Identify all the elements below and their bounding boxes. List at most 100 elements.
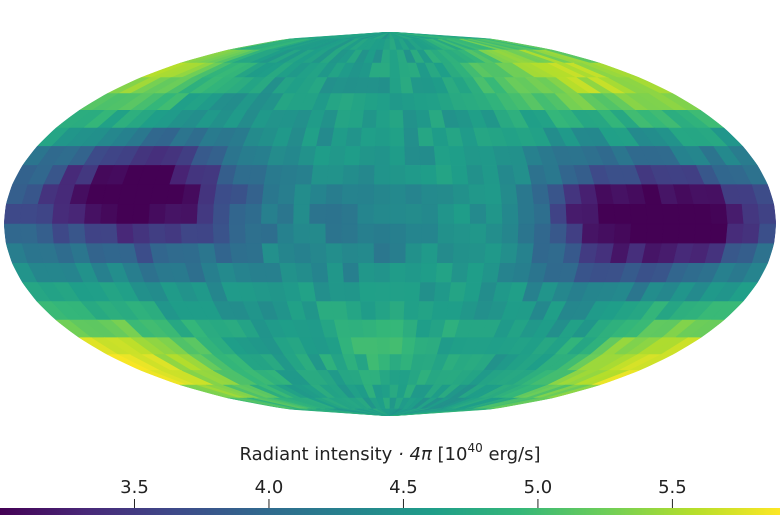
heatmap-cell — [51, 223, 71, 244]
heatmap-cell — [419, 146, 437, 166]
heatmap-cell — [405, 204, 423, 225]
heatmap-cell — [453, 204, 471, 225]
heatmap-cell — [468, 243, 487, 264]
heatmap-cell — [330, 127, 349, 147]
heatmap-cell — [629, 223, 648, 244]
heatmap-cell — [389, 93, 404, 111]
heatmap-cell — [549, 204, 568, 225]
heatmap-cell — [757, 223, 776, 244]
heatmap-cell — [197, 184, 218, 205]
heatmap-cell — [389, 337, 404, 355]
heatmap-cell — [469, 204, 487, 225]
heatmap-cell — [293, 184, 312, 205]
heatmap-cell — [373, 204, 391, 225]
heatmap-cell — [342, 165, 360, 185]
heatmap-cell — [228, 204, 247, 225]
heatmap-cell — [531, 243, 551, 264]
heatmap-cell — [597, 204, 616, 225]
colorbar-label-math: · 4π — [398, 444, 433, 465]
heatmap-cell — [613, 223, 632, 244]
heatmap-cell — [709, 204, 729, 225]
heatmap-cell — [357, 243, 375, 264]
heatmap-cell — [358, 262, 376, 283]
heatmap-cell — [148, 204, 167, 225]
heatmap-cell — [693, 204, 713, 225]
heatmap-cell — [417, 301, 435, 321]
heatmap-cell — [309, 243, 328, 264]
heatmap-cell — [549, 223, 568, 244]
heatmap-cell — [468, 184, 487, 205]
heatmap-cell — [277, 184, 296, 205]
heatmap-cell — [363, 337, 379, 355]
heatmap-cell — [360, 301, 377, 321]
heatmap-cell — [261, 243, 281, 264]
heatmap-cell — [325, 184, 344, 205]
heatmap-cell — [613, 204, 632, 225]
heatmap-cell — [277, 204, 295, 225]
heatmap-cell — [565, 204, 584, 225]
heatmap-cell — [343, 282, 361, 302]
heatmap-cell — [245, 184, 265, 205]
heatmap-cell — [260, 204, 279, 225]
colorbar-label-unit-close: erg/s] — [483, 444, 541, 465]
heatmap-cell — [84, 204, 103, 225]
heatmap-cell — [677, 204, 696, 225]
heatmap-cell — [100, 204, 119, 225]
heatmap-cell — [341, 223, 359, 244]
heatmap-cell — [741, 223, 761, 244]
heatmap-cell — [389, 262, 407, 283]
heatmap-cell — [389, 223, 407, 244]
heatmap-cell — [389, 282, 406, 302]
heatmap-cell — [661, 204, 680, 225]
heatmap-cell — [229, 243, 249, 264]
heatmap-cell — [433, 282, 452, 302]
heatmap-cell — [244, 223, 263, 244]
heatmap-cell — [450, 165, 470, 185]
heatmap-cell — [260, 223, 279, 244]
heatmap-cell — [741, 204, 761, 225]
heatmap-cell — [310, 262, 330, 283]
heatmap-cell — [295, 165, 314, 185]
heatmap-cell — [213, 243, 233, 264]
heatmap-cell — [452, 184, 471, 205]
colorbar-tick-label: 3.5 — [120, 477, 149, 498]
heatmap-cell — [328, 146, 347, 166]
heatmap-cell — [405, 223, 423, 244]
heatmap-cell — [373, 184, 391, 205]
heatmap-cell — [330, 301, 349, 321]
heatmap-cell — [361, 319, 378, 339]
heatmap-cell — [484, 243, 503, 264]
heatmap-cell — [277, 223, 295, 244]
heatmap-cell — [433, 146, 452, 166]
heatmap-cells — [4, 32, 776, 416]
heatmap-cell — [420, 262, 438, 283]
heatmap-cell — [295, 262, 314, 283]
heatmap-cell — [357, 184, 375, 205]
heatmap-cell — [309, 223, 327, 244]
heatmap-cell — [342, 262, 360, 283]
heatmap-cell — [374, 127, 391, 147]
heatmap-cell — [325, 223, 343, 244]
heatmap-cell — [132, 204, 151, 225]
heatmap-cell — [148, 223, 167, 244]
heatmap-cell — [229, 184, 249, 205]
heatmap-cell — [501, 204, 520, 225]
heatmap-cell — [374, 146, 391, 166]
heatmap-cell — [180, 204, 199, 225]
heatmap-cell — [100, 223, 119, 244]
heatmap-cell — [309, 204, 327, 225]
heatmap-cell — [404, 282, 421, 302]
heatmap-cell — [693, 223, 713, 244]
heatmap-cell — [373, 262, 391, 283]
colorbar-tick-label: 4.0 — [255, 477, 284, 498]
heatmap-cell — [84, 223, 103, 244]
heatmap-cell — [326, 165, 345, 185]
colorbar-svg: Radiant intensity · 4π [1040 erg/s] 3.5 4… — [0, 441, 780, 515]
heatmap-cell — [375, 110, 391, 129]
heatmap-cell — [358, 165, 376, 185]
heatmap-cell — [379, 62, 391, 78]
heatmap-cell — [328, 282, 347, 302]
colorbar-label: Radiant intensity · 4π [1040 erg/s] — [240, 441, 541, 465]
heatmap-cell — [279, 165, 299, 185]
heatmap-cell — [345, 127, 363, 147]
